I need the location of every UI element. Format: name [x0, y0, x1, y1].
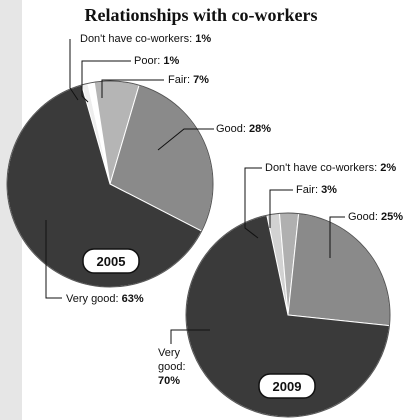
leader-dont-have-2005 [69, 39, 79, 101]
label-good-2009-text: Good: [348, 211, 378, 223]
year-label-2005: 2005 [97, 254, 126, 269]
label-fair-2005-value: 7% [193, 74, 209, 86]
leader-good-2005 [157, 128, 214, 151]
chart-title: Relationships with co-workers [85, 5, 318, 25]
label-dont-have-2005-text: Don't have co-workers: [80, 33, 192, 45]
label-poor-2005: Poor: 1% [134, 55, 179, 67]
label-poor-2005-text: Poor: [134, 55, 160, 67]
pie-outline-2005 [6, 80, 214, 288]
label-dont-have-2005-value: 1% [195, 33, 211, 45]
year-badge-2005: 2005 [82, 248, 140, 274]
label-very-good-2009-line2: good: [158, 361, 186, 373]
label-dont-have-2009-text: Don't have co-workers: [265, 162, 377, 174]
leader-good-2009 [329, 216, 345, 258]
slice-good-2009 [287, 213, 391, 327]
label-very-good-2005-text: Very good: [66, 293, 119, 305]
label-good-2009: Good: 25% [348, 211, 403, 223]
label-dont-have-2009: Don't have co-workers: 2% [265, 162, 396, 174]
leader-very-good-2009 [170, 329, 210, 344]
label-good-2005: Good: 28% [216, 123, 271, 135]
label-very-good-2005: Very good: 63% [66, 293, 144, 305]
pie-outline-2009 [185, 212, 391, 418]
pie-2009 [185, 212, 391, 418]
leaders-2005 [45, 39, 214, 299]
label-fair-2009: Fair: 3% [296, 184, 337, 196]
label-dont-have-2005: Don't have co-workers: 1% [80, 33, 211, 45]
label-fair-2005-text: Fair: [168, 74, 190, 86]
leader-fair-2009 [269, 189, 293, 228]
label-poor-2005-value: 1% [163, 55, 179, 67]
year-badge-2009: 2009 [258, 373, 316, 399]
label-very-good-2009-value: 70% [158, 375, 180, 387]
leaders-2009 [170, 167, 345, 344]
label-fair-2005: Fair: 7% [168, 74, 209, 86]
label-fair-2009-value: 3% [321, 184, 337, 196]
label-good-2005-value: 28% [249, 123, 271, 135]
leader-poor-2005 [81, 60, 131, 103]
leader-fair-2005 [101, 79, 164, 98]
leader-dont-have-2009 [244, 167, 262, 239]
leader-very-good-2005 [45, 220, 62, 299]
label-very-good-2005-value: 63% [122, 293, 144, 305]
year-badge-2009-box [258, 373, 316, 399]
label-dont-have-2009-value: 2% [380, 162, 396, 174]
year-badge-2005-box [82, 248, 140, 274]
label-good-2009-value: 25% [381, 211, 403, 223]
year-label-2009: 2009 [273, 379, 302, 394]
pie-2005 [6, 80, 214, 288]
label-fair-2009-text: Fair: [296, 184, 318, 196]
label-very-good-2009-line1: Very [158, 347, 181, 359]
label-good-2005-text: Good: [216, 123, 246, 135]
